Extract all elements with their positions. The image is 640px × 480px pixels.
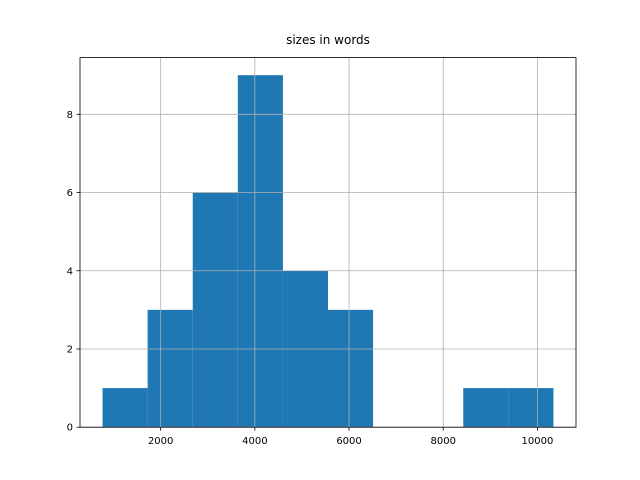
x-tick-label: 2000 — [148, 436, 173, 447]
y-tick-label: 4 — [67, 266, 73, 277]
bar — [237, 75, 283, 428]
x-tick-label: 10000 — [522, 436, 554, 447]
y-tick-label: 0 — [67, 423, 73, 434]
chart-title: sizes in words — [286, 33, 370, 47]
bar — [102, 388, 148, 428]
bar — [147, 309, 193, 428]
bar — [192, 192, 238, 428]
plot-frame — [79, 57, 577, 428]
x-tick-label: 6000 — [336, 436, 361, 447]
bar — [328, 309, 374, 428]
bar — [463, 388, 509, 428]
y-tick-label: 6 — [67, 188, 73, 199]
y-tick-label: 8 — [67, 110, 73, 121]
x-tick-label: 4000 — [242, 436, 267, 447]
x-tick-label: 8000 — [431, 436, 456, 447]
bar — [508, 388, 554, 428]
y-tick-label: 2 — [67, 344, 73, 355]
